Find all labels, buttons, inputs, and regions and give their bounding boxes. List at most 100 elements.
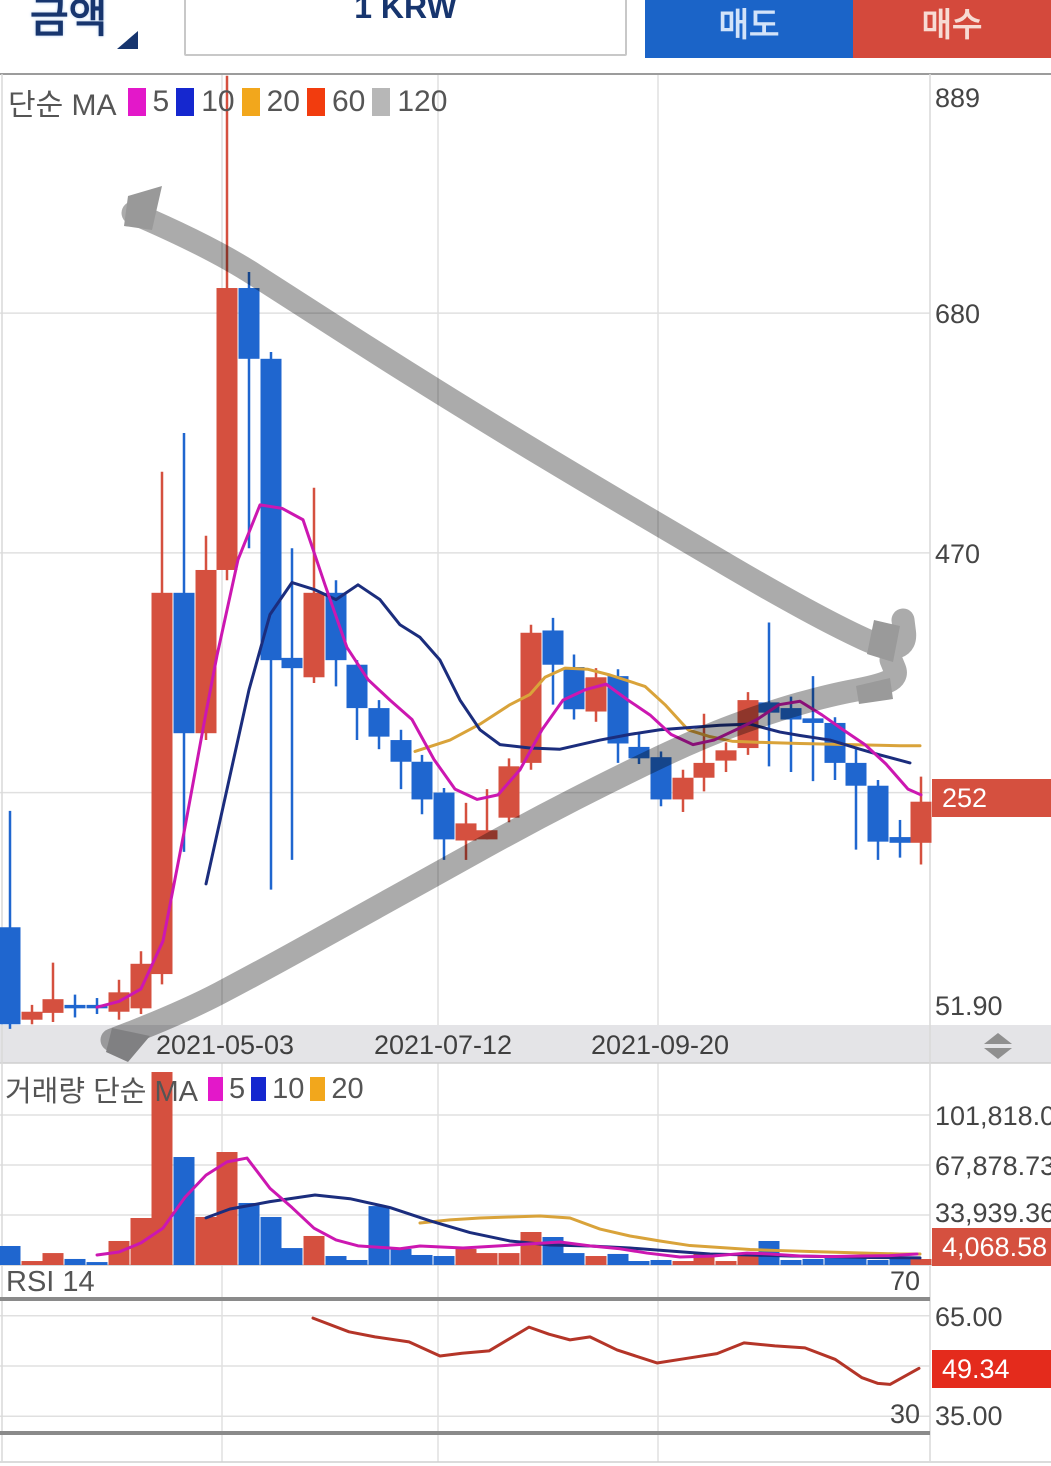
volume-bar bbox=[889, 1258, 911, 1265]
volume-bar bbox=[563, 1253, 585, 1265]
ma120-swatch-icon bbox=[372, 88, 391, 116]
vol-ma5-label: 5 bbox=[229, 1072, 246, 1105]
candle bbox=[390, 740, 412, 762]
candle bbox=[672, 777, 694, 800]
volume-bar bbox=[195, 1216, 217, 1265]
current-price-badge: 252 bbox=[932, 779, 1051, 817]
buy-button[interactable]: 매수 bbox=[853, 0, 1051, 58]
volume-axis-label: 33,939.36 bbox=[935, 1198, 1051, 1228]
dropdown-caret-icon bbox=[117, 31, 138, 49]
volume-bar bbox=[260, 1216, 282, 1265]
ma5-label: 5 bbox=[152, 85, 170, 118]
candle bbox=[411, 761, 433, 800]
volume-bar bbox=[845, 1257, 867, 1265]
rsi-oversold-label: 30 bbox=[889, 1399, 920, 1429]
volume-bar bbox=[737, 1256, 759, 1265]
price-axis-label: 889 bbox=[935, 83, 981, 113]
candle bbox=[433, 792, 455, 840]
current-volume-badge: 4,068.58 bbox=[932, 1228, 1051, 1266]
date-tick-label: 2021-07-12 bbox=[373, 1030, 513, 1060]
buy-button-label: 매수 bbox=[921, 5, 983, 43]
volume-bar bbox=[455, 1248, 477, 1265]
ma20-label: 20 bbox=[266, 85, 300, 118]
volume-bar bbox=[346, 1259, 368, 1265]
candle bbox=[585, 677, 607, 712]
amount-input[interactable]: 1 KRW bbox=[184, 0, 627, 56]
volume-bar bbox=[693, 1253, 715, 1265]
volume-bar bbox=[520, 1232, 542, 1265]
vol-ma20-label: 20 bbox=[331, 1072, 364, 1105]
ma10-swatch-icon bbox=[176, 88, 195, 116]
price-ma-legend: 단순 MA 5 10 20 60 120 bbox=[8, 80, 447, 124]
volume-bar bbox=[498, 1253, 520, 1265]
candle bbox=[260, 358, 282, 661]
volume-bar bbox=[867, 1259, 889, 1265]
volume-bar bbox=[628, 1261, 650, 1265]
sell-button[interactable]: 매도 bbox=[645, 0, 853, 58]
volume-bar bbox=[411, 1254, 433, 1265]
volume-bar bbox=[281, 1248, 303, 1265]
candle bbox=[542, 630, 564, 665]
volume-bar bbox=[715, 1261, 737, 1265]
volume-bar bbox=[390, 1248, 412, 1265]
volume-bar bbox=[0, 1245, 21, 1265]
candle bbox=[867, 785, 889, 842]
candle bbox=[151, 592, 173, 975]
annotation-mark bbox=[867, 620, 900, 662]
volume-bar bbox=[780, 1259, 802, 1265]
volume-bar bbox=[476, 1253, 498, 1265]
candle bbox=[346, 664, 368, 709]
ma120-label: 120 bbox=[397, 85, 448, 118]
volume-legend-title: 거래량 단순 MA bbox=[5, 1076, 199, 1108]
annotation-mark bbox=[856, 678, 893, 704]
price-ma-lines bbox=[95, 503, 923, 1009]
vol-ma5-swatch-icon bbox=[208, 1077, 224, 1101]
candle bbox=[693, 762, 715, 778]
vol-ma10-swatch-icon bbox=[251, 1077, 267, 1101]
volume-bar bbox=[303, 1235, 325, 1265]
volume-bar bbox=[64, 1258, 86, 1265]
date-tick-label: 2021-05-03 bbox=[155, 1030, 295, 1060]
amount-dropdown[interactable]: 금액 bbox=[30, 0, 108, 41]
volume-bar bbox=[42, 1253, 64, 1265]
volume-axis-label: 101,818.09 bbox=[935, 1101, 1051, 1131]
annotation-mark bbox=[106, 1028, 150, 1062]
volume-bar bbox=[368, 1206, 390, 1265]
volume-bar bbox=[672, 1261, 694, 1265]
volume-ma-lines bbox=[95, 1156, 922, 1260]
sell-button-label: 매도 bbox=[718, 5, 780, 43]
hand-drawn-annotations bbox=[100, 186, 917, 1062]
rsi-label: RSI 14 bbox=[6, 1266, 95, 1298]
candle bbox=[910, 801, 932, 843]
volume-bar bbox=[824, 1257, 846, 1265]
rsi-line-layer bbox=[311, 1316, 921, 1386]
candle bbox=[607, 676, 629, 744]
volume-bar bbox=[238, 1202, 260, 1265]
up-trendline bbox=[100, 648, 907, 1052]
volume-bar bbox=[151, 1072, 173, 1265]
volume-bar bbox=[21, 1261, 43, 1265]
candle bbox=[64, 1004, 86, 1009]
candle bbox=[368, 708, 390, 737]
up-arrow-icon bbox=[984, 1033, 1012, 1044]
volume-bar bbox=[216, 1152, 238, 1265]
volume-ma-legend: 거래량 단순 MA 5 10 20 bbox=[5, 1068, 364, 1110]
rsi-overbought-label: 70 bbox=[889, 1266, 920, 1296]
volume-bar bbox=[585, 1256, 607, 1265]
down-arrow-icon bbox=[984, 1048, 1012, 1059]
axis-expand-icon[interactable] bbox=[984, 1033, 1012, 1059]
price-axis-label: 680 bbox=[935, 299, 981, 329]
volume-bar bbox=[802, 1258, 824, 1265]
volume-bar bbox=[433, 1256, 455, 1265]
rsi-axis-label: 35.00 bbox=[935, 1401, 1003, 1431]
volume-bar bbox=[607, 1253, 629, 1265]
volume-bars-layer bbox=[0, 1072, 932, 1265]
date-tick-label: 2021-09-20 bbox=[590, 1030, 730, 1060]
candle bbox=[325, 592, 347, 661]
rsi-axis-label: 65.00 bbox=[935, 1302, 1003, 1332]
candle bbox=[563, 667, 585, 710]
ma20-swatch-icon bbox=[241, 88, 260, 116]
candle bbox=[303, 592, 325, 678]
